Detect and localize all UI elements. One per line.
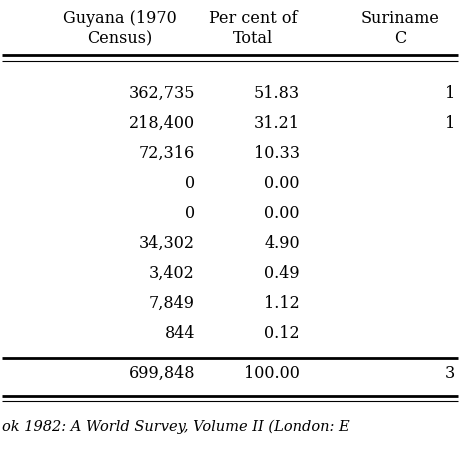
Text: 100.00: 100.00 [244, 364, 299, 381]
Text: Suriname: Suriname [360, 10, 438, 27]
Text: 0: 0 [185, 205, 195, 222]
Text: 844: 844 [164, 325, 195, 341]
Text: 0: 0 [185, 174, 195, 191]
Text: 218,400: 218,400 [129, 115, 195, 132]
Text: 0.49: 0.49 [264, 264, 299, 281]
Text: 699,848: 699,848 [128, 364, 195, 381]
Text: Per cent of: Per cent of [208, 10, 297, 27]
Text: 0.00: 0.00 [264, 205, 299, 222]
Text: ok 1982: A World Survey, Volume II (London: E: ok 1982: A World Survey, Volume II (Lond… [2, 419, 349, 433]
Text: 3,402: 3,402 [149, 264, 195, 281]
Text: 0.12: 0.12 [264, 325, 299, 341]
Text: 4.90: 4.90 [264, 235, 299, 252]
Text: C: C [393, 30, 405, 47]
Text: 1: 1 [444, 115, 454, 132]
Text: 1: 1 [444, 85, 454, 102]
Text: 7,849: 7,849 [149, 294, 195, 311]
Text: 34,302: 34,302 [139, 235, 195, 252]
Text: Total: Total [232, 30, 273, 47]
Text: 3: 3 [444, 364, 454, 381]
Text: 10.33: 10.33 [253, 145, 299, 162]
Text: 51.83: 51.83 [253, 85, 299, 102]
Text: 31.21: 31.21 [253, 115, 299, 132]
Text: 72,316: 72,316 [139, 145, 195, 162]
Text: 362,735: 362,735 [128, 85, 195, 102]
Text: Census): Census) [87, 30, 152, 47]
Text: 0.00: 0.00 [264, 174, 299, 191]
Text: Guyana (1970: Guyana (1970 [63, 10, 177, 27]
Text: 1.12: 1.12 [263, 294, 299, 311]
